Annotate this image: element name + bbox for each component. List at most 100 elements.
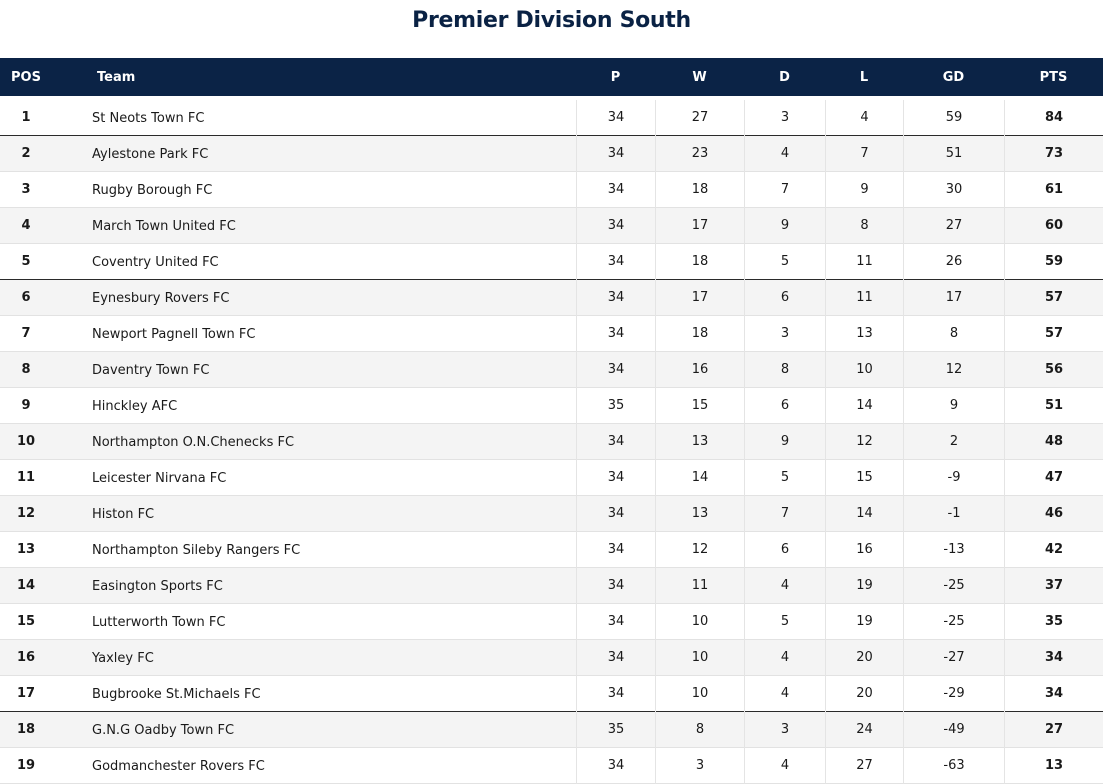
row-lost: 20 [825,676,903,712]
row-goal-difference: -13 [903,532,1004,568]
row-drawn: 7 [744,496,825,532]
row-played: 34 [576,208,655,244]
row-team[interactable]: Bugbrooke St.Michaels FC [92,686,261,702]
header-team[interactable]: Team [97,69,136,85]
row-team[interactable]: G.N.G Oadby Town FC [92,722,235,738]
row-played: 34 [576,532,655,568]
row-team[interactable]: Leicester Nirvana FC [92,470,227,486]
row-points: 34 [1004,676,1103,712]
row-team[interactable]: Godmanchester Rovers FC [92,758,265,774]
header-pos[interactable]: POS [11,69,41,85]
row-points: 13 [1004,748,1103,784]
row-team[interactable]: Hinckley AFC [92,398,178,414]
row-position: 8 [21,362,31,377]
table-row: 1 St Neots Town FC 34 27 3 4 59 84 [0,100,1103,136]
page-title: Premier Division South [412,8,691,33]
row-won: 27 [655,100,744,136]
row-played: 34 [576,244,655,280]
row-won: 3 [655,748,744,784]
row-won: 10 [655,676,744,712]
table-row: 13 Northampton Sileby Rangers FC 34 12 6 16 -1… [0,532,1103,568]
row-points: 56 [1004,352,1103,388]
row-lost: 11 [825,280,903,316]
table-row: 18 G.N.G Oadby Town FC 35 8 3 24 -49 27 [0,712,1103,748]
row-played: 35 [576,388,655,424]
header-goal-difference[interactable]: GD [942,69,965,85]
table-row: 8 Daventry Town FC 34 16 8 10 12 56 [0,352,1103,388]
row-lost: 15 [825,460,903,496]
table-row: 11 Leicester Nirvana FC 34 14 5 15 -9 47 [0,460,1103,496]
header-played[interactable]: P [610,69,621,85]
row-played: 34 [576,172,655,208]
header-won[interactable]: W [692,69,707,85]
row-won: 18 [655,316,744,352]
row-position: 10 [16,434,36,449]
row-goal-difference: 30 [903,172,1004,208]
row-played: 34 [576,424,655,460]
table-row: 14 Easington Sports FC 34 11 4 19 -25 37 [0,568,1103,604]
row-played: 34 [576,352,655,388]
row-team[interactable]: Easington Sports FC [92,578,223,594]
row-goal-difference: 17 [903,280,1004,316]
row-goal-difference: -25 [903,604,1004,640]
row-team[interactable]: March Town United FC [92,218,236,234]
row-position: 19 [16,758,36,773]
row-team[interactable]: Yaxley FC [92,650,154,666]
row-won: 17 [655,280,744,316]
row-team[interactable]: Northampton O.N.Chenecks FC [92,434,295,450]
row-won: 10 [655,640,744,676]
row-points: 47 [1004,460,1103,496]
row-won: 14 [655,460,744,496]
row-played: 34 [576,496,655,532]
header-drawn[interactable]: D [779,69,790,85]
row-points: 57 [1004,280,1103,316]
row-drawn: 9 [744,424,825,460]
row-lost: 14 [825,496,903,532]
header-points[interactable]: PTS [1039,69,1068,85]
row-position: 16 [16,650,36,665]
row-team[interactable]: Northampton Sileby Rangers FC [92,542,301,558]
row-won: 18 [655,244,744,280]
table-row: 19 Godmanchester Rovers FC 34 3 4 27 -63 13 [0,748,1103,784]
row-team[interactable]: Histon FC [92,506,155,522]
table-row: 12 Histon FC 34 13 7 14 -1 46 [0,496,1103,532]
row-lost: 12 [825,424,903,460]
table-row: 7 Newport Pagnell Town FC 34 18 3 13 8 57 [0,316,1103,352]
row-won: 18 [655,172,744,208]
row-position: 5 [21,254,31,269]
row-team[interactable]: Coventry United FC [92,254,219,270]
header-lost[interactable]: L [859,69,869,85]
row-won: 8 [655,712,744,748]
row-goal-difference: -25 [903,568,1004,604]
row-position: 11 [16,470,36,485]
row-goal-difference: 8 [903,316,1004,352]
row-points: 35 [1004,604,1103,640]
row-lost: 24 [825,712,903,748]
row-position: 12 [16,506,36,521]
row-lost: 14 [825,388,903,424]
table-body: 1 St Neots Town FC 34 27 3 4 59 84 2 Aylestone Pa… [0,100,1103,784]
row-team[interactable]: Eynesbury Rovers FC [92,290,230,306]
row-position: 7 [21,326,31,341]
table-row: 15 Lutterworth Town FC 34 10 5 19 -25 35 [0,604,1103,640]
row-points: 48 [1004,424,1103,460]
row-team[interactable]: Lutterworth Town FC [92,614,226,630]
row-drawn: 4 [744,568,825,604]
row-won: 23 [655,136,744,172]
row-drawn: 5 [744,460,825,496]
table-row: 2 Aylestone Park FC 34 23 4 7 51 73 [0,136,1103,172]
row-lost: 7 [825,136,903,172]
row-goal-difference: 12 [903,352,1004,388]
row-played: 34 [576,460,655,496]
row-goal-difference: -1 [903,496,1004,532]
row-team[interactable]: Aylestone Park FC [92,146,209,162]
row-played: 34 [576,568,655,604]
row-position: 15 [16,614,36,629]
row-team[interactable]: St Neots Town FC [92,110,205,126]
row-lost: 20 [825,640,903,676]
row-team[interactable]: Newport Pagnell Town FC [92,326,256,342]
table-row: 9 Hinckley AFC 35 15 6 14 9 51 [0,388,1103,424]
row-team[interactable]: Daventry Town FC [92,362,210,378]
row-team[interactable]: Rugby Borough FC [92,182,213,198]
table-row: 10 Northampton O.N.Chenecks FC 34 13 9 12 2 48 [0,424,1103,460]
